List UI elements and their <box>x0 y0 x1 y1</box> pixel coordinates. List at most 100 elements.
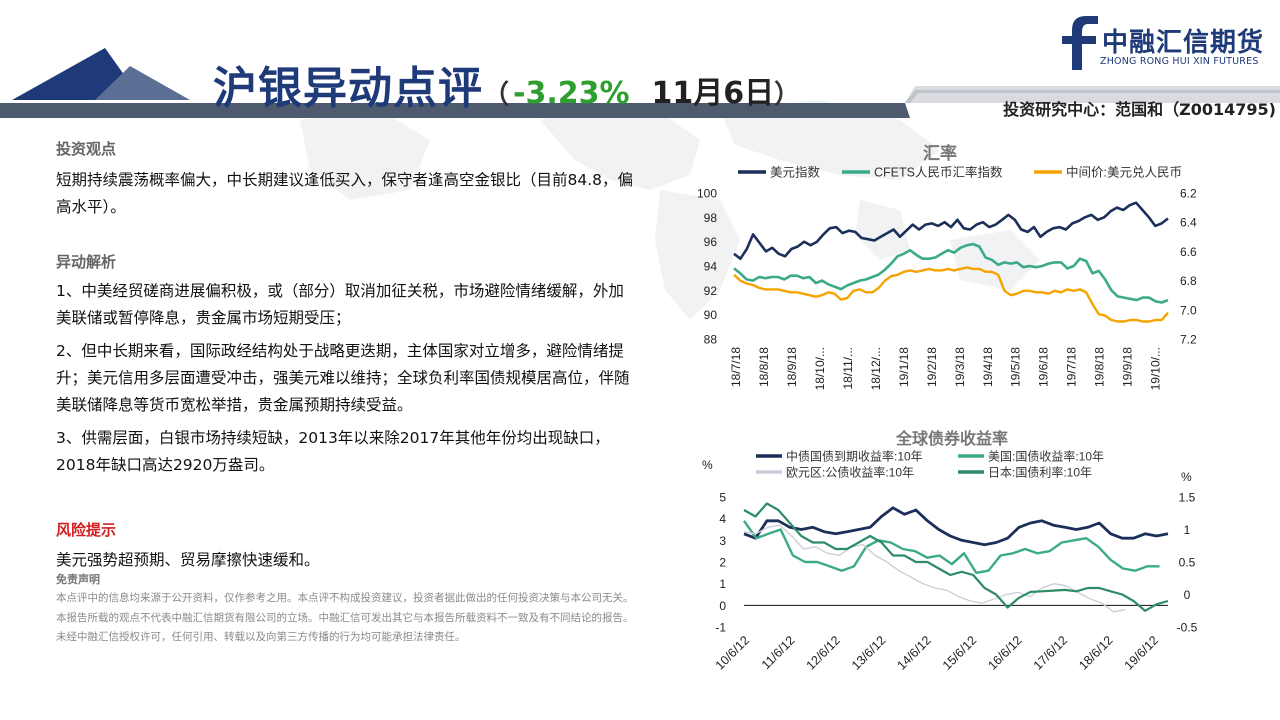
analysis-item-2: 2、但中长期来看，国际政经结构处于战略更迭期，主体国家对立增多，避险情绪提升；美… <box>56 342 630 414</box>
series-line-4 <box>743 502 1169 612</box>
disclaimer-text: 本点评中的信息均来源于公开资料，仅作参考之用。本点评不构成投资建议，投资者据此做… <box>56 592 634 643</box>
legend-label-2: CFETS人民币汇率指数 <box>874 165 1003 180</box>
y-left-tick: 94 <box>704 260 718 274</box>
y-left-tick: -1 <box>715 621 726 635</box>
x-tick-label: 19/1/18 <box>897 347 911 387</box>
chart2-axes: -1 0 1 2 3 4 5 -0.5 0 0.5 1 1.5%% 10/6/12 11/6/12 12/6… <box>702 458 1198 673</box>
logo-company-en: ZHONG RONG HUI XIN FUTURES <box>1100 56 1259 67</box>
legend-label-2: 美国:国债收益率:10年 <box>988 449 1104 464</box>
x-tick-label: 11/6/12 <box>759 633 798 672</box>
x-tick-label: 16/6/12 <box>985 633 1024 672</box>
legend-label-1: 中债国债到期收益率:10年 <box>786 449 923 464</box>
series-line-1 <box>733 201 1169 260</box>
chart1-title: 汇率 <box>923 143 957 163</box>
y-left-tick: 92 <box>704 284 718 298</box>
company-logo-icon <box>1062 16 1098 70</box>
y-right-tick: -0.5 <box>1177 621 1198 635</box>
x-tick-label: 18/9/18 <box>785 347 799 387</box>
x-tick-label: 19/9/18 <box>1121 347 1135 387</box>
series-line-3 <box>733 266 1169 323</box>
chart-exchange-rate: 汇率 美元指数 CFETS人民币汇率指数 中间价:美元兑人民币 88 90 92 94 96… <box>697 143 1197 391</box>
title-paren-close: ） <box>774 80 801 110</box>
analysis-item-1: 1、中美经贸磋商进展偏积极，或（部分）取消加征关税，市场避险情绪缓解，外加美联储… <box>56 282 624 327</box>
x-tick-label: 19/6/12 <box>1122 633 1161 672</box>
x-tick-label: 18/7/18 <box>729 347 743 387</box>
x-tick-label: 19/8/18 <box>1093 347 1107 387</box>
y-left-tick: 96 <box>704 235 718 249</box>
y-left-tick: 1 <box>719 577 726 591</box>
y-left-tick: 4 <box>719 512 726 526</box>
series-line-1 <box>743 506 1169 547</box>
legend-label-1: 美元指数 <box>770 165 821 180</box>
x-tick-label: 17/6/12 <box>1031 633 1070 672</box>
y-left-tick: 3 <box>719 534 726 548</box>
view-title: 投资观点 <box>56 140 117 158</box>
y-right-tick: 0.5 <box>1179 556 1196 570</box>
x-tick-label: 15/6/12 <box>940 633 979 672</box>
x-tick-label: 12/6/12 <box>804 633 843 672</box>
chart1-series <box>733 201 1169 323</box>
view-text: 短期持续震荡概率偏大，中长期建议逢低买入，保守者逢高空金银比（目前84.8，偏高… <box>56 171 634 216</box>
x-tick-label: 19/2/18 <box>925 347 939 387</box>
chart1-axes: 88 90 92 94 96 98 100 6.2 6.4 6.6 6.8 7.0 7.2 18/7/18… <box>697 187 1197 391</box>
header-decoration <box>0 48 1280 118</box>
y-right-tick: 6.6 <box>1180 245 1197 259</box>
x-tick-label: 19/3/18 <box>953 347 967 387</box>
logo-company-name: 中融汇信期货 <box>1102 28 1265 58</box>
x-tick-label: 14/6/12 <box>894 633 933 672</box>
y-right-tick: 0 <box>1184 588 1191 602</box>
x-tick-label: 18/10/... <box>813 347 827 390</box>
y-left-tick: 2 <box>719 556 726 570</box>
risk-title: 风险提示 <box>56 521 117 539</box>
y-left-tick: 98 <box>704 211 718 225</box>
y-right-tick: 6.8 <box>1180 274 1197 288</box>
x-tick-label: 18/6/12 <box>1076 633 1115 672</box>
y-left-tick: 88 <box>704 333 718 347</box>
author-line: 投资研究中心：范国和（Z0014795) <box>1003 100 1276 119</box>
y-left-tick: 90 <box>704 308 718 322</box>
chart1-legend: 美元指数 CFETS人民币汇率指数 中间价:美元兑人民币 <box>738 165 1182 180</box>
x-tick-label: 19/7/18 <box>1065 347 1079 387</box>
y-left-tick: 5 <box>719 491 726 505</box>
title-paren-open: （ <box>483 80 510 110</box>
disclaimer-title: 免责声明 <box>56 573 100 586</box>
x-tick-label: 18/11/... <box>841 347 855 389</box>
analysis-title: 异动解析 <box>56 253 117 271</box>
y-right-tick: 6.2 <box>1180 187 1197 201</box>
chart-global-bond-yields: 全球债券收益率 中债国债到期收益率:10年 美国:国债收益率:10年欧元区:公债收… <box>702 429 1198 673</box>
y-left-tick: 0 <box>719 599 726 613</box>
series-line-2 <box>733 242 1169 304</box>
risk-text: 美元强势超预期、贸易摩擦快速缓和。 <box>56 551 320 569</box>
y-left-unit: % <box>702 458 713 472</box>
series-line-2 <box>743 520 1160 575</box>
x-tick-label: 19/5/18 <box>1009 347 1023 387</box>
y-left-tick: 100 <box>697 187 717 201</box>
x-tick-label: 19/10/... <box>1149 347 1163 390</box>
title-main: 沪银异动点评 <box>213 63 483 114</box>
price-change: -3.23% <box>513 76 630 111</box>
y-right-tick: 6.4 <box>1180 216 1197 230</box>
x-tick-label: 19/6/18 <box>1037 347 1051 387</box>
y-right-tick: 1 <box>1184 523 1191 537</box>
x-tick-label: 18/8/18 <box>757 347 771 387</box>
x-tick-label: 10/6/12 <box>713 633 752 672</box>
legend-label-3: 欧元区:公债收益率:10年 <box>786 465 914 480</box>
y-right-tick: 7.0 <box>1180 303 1197 317</box>
title-date: 11月6日 <box>651 76 775 111</box>
header-banner: 沪银异动点评（ -3.23% 11月6日） 中融汇信期货 ZHONG RONG HU… <box>0 0 1280 125</box>
analysis-item-3: 3、供需层面，白银市场持续短缺，2013年以来除2017年其他年份均出现缺口，2… <box>56 429 610 474</box>
x-tick-label: 18/12/... <box>869 347 883 390</box>
left-column: 投资观点 短期持续震荡概率偏大，中长期建议逢低买入，保守者逢高空金银比（目前84… <box>56 138 636 648</box>
x-tick-label: 13/6/12 <box>849 633 888 672</box>
legend-label-3: 中间价:美元兑人民币 <box>1066 165 1182 180</box>
chart2-title: 全球债券收益率 <box>895 429 1008 448</box>
y-right-tick: 1.5 <box>1179 491 1196 505</box>
page-title: 沪银异动点评（ -3.23% 11月6日） <box>213 52 800 116</box>
series-line-3 <box>743 524 1126 613</box>
legend-label-4: 日本:国债利率:10年 <box>988 465 1092 480</box>
x-tick-label: 19/4/18 <box>981 347 995 387</box>
y-right-tick: 7.2 <box>1180 333 1197 347</box>
y-right-unit: % <box>1181 470 1192 484</box>
